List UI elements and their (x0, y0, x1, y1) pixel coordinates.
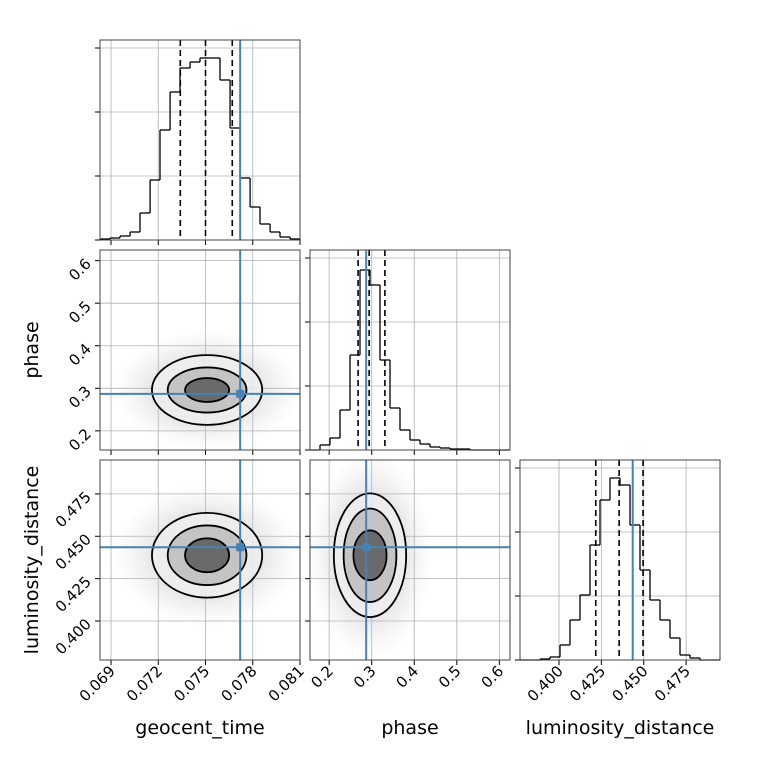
x-tick-label: 0.450 (608, 662, 651, 705)
x-tick-label: 0.069 (76, 662, 119, 705)
panel-frame (309, 459, 511, 661)
x-tick-label: 0.4 (392, 662, 422, 692)
y-tick-label: 0.5 (65, 297, 95, 327)
x-axis-label: geocent_time (135, 717, 264, 739)
y-tick-label: 0.475 (52, 488, 95, 531)
contour-level (352, 529, 388, 582)
x-tick-label: 0.6 (478, 662, 508, 692)
panel-frame (99, 39, 301, 241)
truth-point (236, 543, 245, 552)
panel-background (310, 250, 510, 450)
contour-level (184, 377, 231, 403)
y-tick-label: 0.400 (52, 615, 95, 658)
y-tick-label: 0.2 (65, 425, 95, 455)
x-tick-label: 0.5 (435, 662, 465, 692)
x-axis-label: phase (381, 717, 438, 739)
x-tick-label: 0.2 (307, 662, 337, 692)
x-tick-label: 0.072 (123, 662, 166, 705)
x-axis-label: luminosity_distance (526, 717, 715, 739)
x-tick-label: 0.078 (217, 662, 260, 705)
truth-point (236, 389, 245, 398)
panel-frame (99, 249, 301, 451)
panel-frame (519, 459, 721, 661)
panel-background (520, 460, 720, 660)
y-tick-label: 0.6 (65, 255, 95, 285)
x-tick-label: 0.475 (651, 662, 694, 705)
y-axis-label: luminosity_distance (21, 466, 43, 655)
y-tick-label: 0.425 (52, 573, 95, 616)
contour-level (184, 537, 231, 574)
x-tick-label: 0.425 (566, 662, 609, 705)
truth-point (362, 543, 371, 552)
y-tick-label: 0.3 (65, 382, 95, 412)
panel-frame (309, 249, 511, 451)
y-tick-label: 0.450 (52, 530, 95, 573)
panel-background (100, 40, 300, 240)
x-tick-label: 0.075 (170, 662, 213, 705)
x-tick-label: 0.3 (350, 662, 380, 692)
y-axis-label: phase (21, 321, 43, 378)
panel-frame (99, 459, 301, 661)
x-tick-label: 0.081 (265, 662, 308, 705)
x-tick-label: 0.400 (524, 662, 567, 705)
y-tick-label: 0.4 (65, 340, 95, 370)
